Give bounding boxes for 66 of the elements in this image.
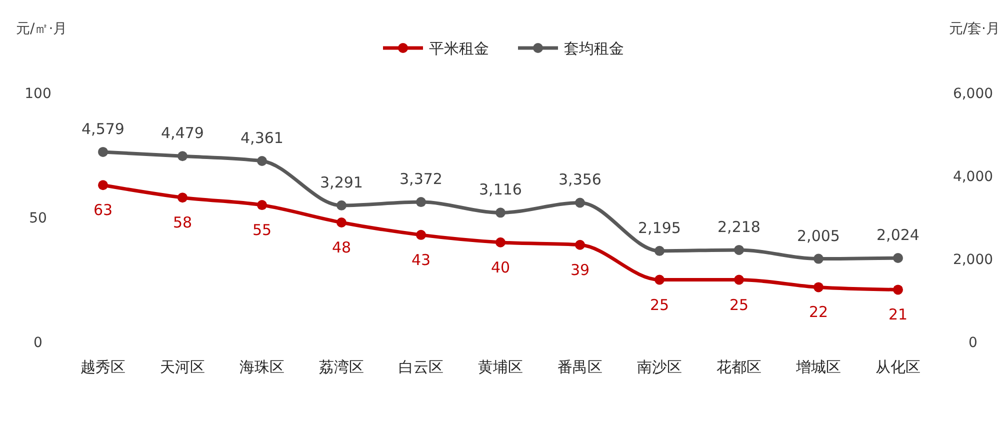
point (814, 282, 824, 292)
point (814, 254, 824, 264)
point (336, 217, 346, 228)
y2-tick-label: 6,000 (952, 86, 994, 102)
y-tick-label: 50 (29, 210, 47, 226)
x-tick-label: 从化区 (876, 358, 920, 376)
data-label: 2,218 (718, 218, 760, 236)
point (178, 151, 188, 162)
data-label: 2,005 (797, 226, 840, 245)
point (654, 246, 664, 256)
point (336, 200, 346, 210)
point (654, 274, 664, 285)
data-label: 3,356 (558, 170, 602, 189)
x-tick-label: 黄埔区 (478, 358, 523, 376)
y-tick-label: 100 (24, 86, 52, 102)
point (496, 237, 506, 248)
point (257, 156, 267, 166)
point (575, 198, 585, 208)
x-tick-label: 白云区 (398, 358, 444, 376)
data-label: 4,579 (82, 120, 124, 138)
x-tick-label: 番禺区 (558, 358, 602, 376)
point (98, 146, 108, 157)
data-label: 4,479 (161, 124, 204, 142)
point (178, 192, 188, 203)
legend-label: 平米租金 (429, 39, 489, 58)
data-label: 3,116 (479, 180, 522, 199)
y2-axis-title: 元/套·月 (948, 21, 1000, 37)
data-label: 25 (650, 296, 670, 314)
x-tick-label: 荔湾区 (319, 358, 364, 376)
data-label: 39 (570, 260, 590, 279)
y-tick-label: 0 (34, 334, 42, 351)
x-tick-label: 海珠区 (240, 358, 284, 376)
point (98, 180, 108, 190)
point (893, 253, 903, 264)
x-tick-label: 天河区 (160, 358, 205, 376)
point (496, 208, 506, 218)
data-label: 40 (490, 258, 510, 276)
point (734, 244, 744, 255)
data-label: 43 (411, 250, 431, 269)
point (734, 274, 744, 285)
data-label: 21 (888, 306, 908, 324)
x-tick-label: 增城区 (795, 358, 841, 376)
data-label: 25 (729, 296, 749, 314)
data-label: 22 (808, 303, 828, 322)
x-tick-label: 南沙区 (637, 358, 682, 376)
x-tick-label: 花都区 (716, 358, 762, 376)
point (575, 240, 585, 250)
y2-tick-label: 2,000 (952, 252, 994, 268)
point (893, 284, 903, 295)
point (416, 230, 426, 240)
point (416, 197, 426, 208)
data-label: 48 (332, 238, 352, 256)
data-label: 3,291 (320, 173, 363, 192)
data-label: 2,024 (876, 226, 920, 244)
y2-tick-label: 0 (968, 334, 978, 351)
y-axis-title: 元/㎡·月 (16, 21, 68, 37)
point (257, 200, 267, 210)
data-label: 58 (172, 214, 192, 232)
data-label: 2,195 (638, 218, 681, 237)
data-label: 55 (252, 221, 272, 240)
data-label: 63 (93, 201, 113, 220)
y2-tick-label: 4,000 (952, 168, 994, 185)
x-tick-label: 越秀区 (80, 358, 126, 376)
legend-label: 套均租金 (564, 39, 624, 58)
data-label: 4,361 (240, 129, 284, 148)
data-label: 3,372 (400, 170, 442, 188)
